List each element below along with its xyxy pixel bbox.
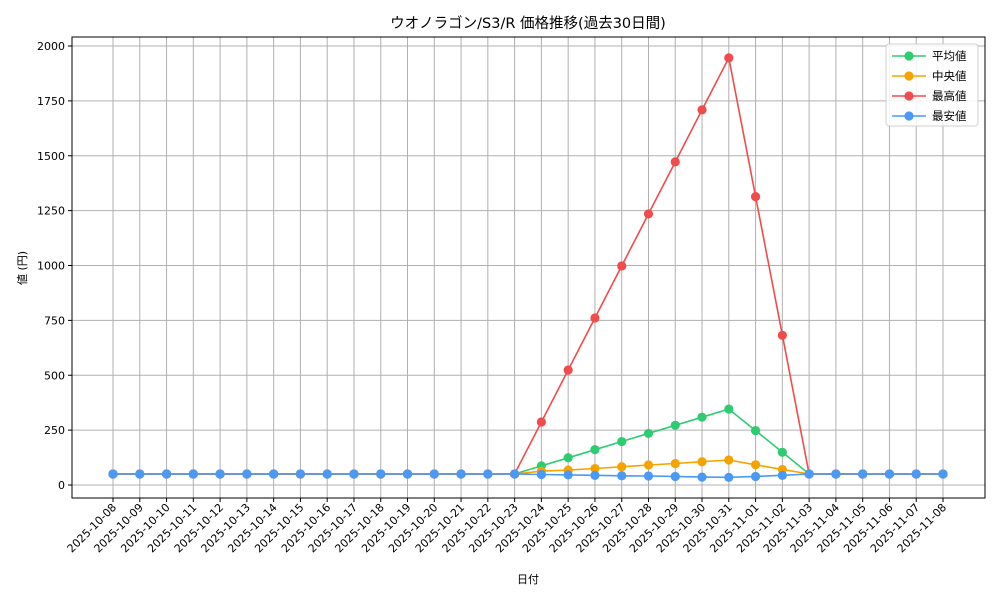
data-point [804,469,814,479]
series-平均値 [108,404,948,479]
y-tick-label: 750 [44,314,65,327]
data-point [590,470,600,480]
x-axis-label: 日付 [517,573,539,586]
legend-label: 最高値 [932,89,967,103]
data-point [643,428,654,439]
data-point [563,470,573,480]
data-point [590,445,600,455]
data-point [590,463,600,474]
legend-label: 中央値 [932,69,967,83]
y-tick-label: 1500 [37,150,65,163]
y-axis-label: 値 (円) [16,251,29,285]
data-point [724,455,734,465]
legend-label: 平均値 [932,49,967,63]
y-tick-label: 250 [44,424,65,437]
y-tick-label: 500 [44,369,65,382]
data-point [831,469,841,479]
legend-item: 最安値 [892,109,967,123]
data-point [670,157,680,167]
data-point [884,469,895,479]
data-point [563,453,573,463]
y-tick-label: 1000 [37,260,65,273]
legend-label: 最安値 [932,109,967,123]
y-tick-label: 0 [58,479,65,492]
series-line [113,473,943,479]
data-point [724,404,734,414]
data-point [617,261,627,271]
y-tick-label: 1750 [37,95,65,108]
data-point [777,470,787,480]
data-point [617,471,627,481]
data-point [349,469,359,479]
legend-item: 平均値 [892,49,967,63]
y-tick-label: 1250 [37,205,65,218]
data-point [429,469,439,479]
legend-marker-icon [904,51,914,61]
data-point [643,471,654,481]
data-point [750,471,761,482]
legend-marker-icon [904,71,914,81]
data-point [161,469,172,479]
data-point [643,209,654,219]
x-axis: 2025-10-082025-10-092025-10-102025-10-11… [65,498,949,555]
data-point [858,469,868,479]
series-layer [108,53,948,482]
data-point [590,313,600,323]
data-point [724,472,734,482]
data-point [483,469,493,479]
data-point [135,469,145,479]
data-point [617,436,627,447]
chart-title: ウオノラゴン/S3/R 価格推移(過去30日間) [390,14,666,32]
data-point [563,365,573,375]
data-point [938,469,948,479]
data-point [269,469,279,479]
legend-marker-icon [904,91,914,101]
data-point [670,471,680,482]
data-point [536,469,546,480]
series-line [113,408,943,475]
y-axis: 0 250 500 750 1000 1250 1500 1750 2000 [37,40,72,492]
y-tick-label: 2000 [37,40,65,53]
data-point [322,469,332,479]
legend-box [885,43,979,127]
data-point [750,460,761,470]
data-point [697,412,707,422]
data-point [777,447,787,457]
data-point [188,469,198,479]
data-point [536,417,546,427]
data-point [510,469,520,479]
data-point [215,469,225,479]
data-point [242,469,252,479]
legend-item: 中央値 [892,69,967,83]
data-point [108,469,118,479]
data-point [911,469,921,479]
data-point [295,469,306,479]
data-point [750,191,761,202]
data-point [456,469,466,479]
legend-item: 最高値 [892,89,967,103]
data-point [376,469,386,479]
data-point [643,460,654,470]
data-point [402,469,413,479]
data-point [697,457,707,467]
plot-frame [71,36,986,499]
data-point [724,53,734,63]
data-point [617,462,627,472]
data-point [777,330,787,340]
data-point [697,105,707,115]
series-line [113,459,943,475]
series-中央値 [108,455,948,479]
legend-marker-icon [904,111,914,121]
data-point [670,420,680,430]
data-point [697,472,707,482]
data-point [750,425,761,436]
series-最安値 [108,469,948,482]
grid-lines [72,37,985,498]
data-point [670,458,680,469]
